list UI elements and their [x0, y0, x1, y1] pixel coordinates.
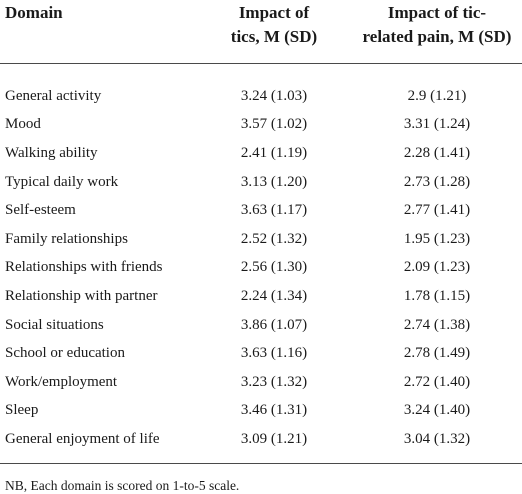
domain-cell: Sleep [5, 402, 39, 419]
pain-value-cell: 2.74 (1.38) [403, 316, 471, 333]
header-impact-pain: Impact of tic- related pain, M (SD) [352, 0, 522, 64]
header-domain-label: Domain [5, 3, 63, 22]
tics-value-cell: 3.46 (1.31) [240, 402, 308, 419]
pain-value-cell: 1.95 (1.23) [403, 230, 471, 247]
table-footnote: NB, Each domain is scored on 1-to-5 scal… [5, 478, 240, 494]
pain-value-cell: 2.28 (1.41) [403, 144, 471, 161]
tics-value-cell: 3.24 (1.03) [240, 87, 308, 104]
table-row: Work/employment 3.23 (1.32) 2.72 (1.40) [0, 368, 522, 397]
domain-cell: Walking ability [5, 144, 98, 161]
pain-value-cell: 2.78 (1.49) [403, 345, 471, 362]
table-row: Typical daily work 3.13 (1.20) 2.73 (1.28) [0, 168, 522, 197]
domain-cell: Social situations [5, 316, 104, 333]
table-row: Mood 3.57 (1.02) 3.31 (1.24) [0, 111, 522, 140]
tics-value-cell: 3.09 (1.21) [240, 431, 308, 448]
table-row: General activity 3.24 (1.03) 2.9 (1.21) [0, 64, 522, 111]
table-row: Social situations 3.86 (1.07) 2.74 (1.38) [0, 311, 522, 340]
table-row: Self-esteem 3.63 (1.17) 2.77 (1.41) [0, 196, 522, 225]
domain-cell: General activity [5, 87, 102, 104]
header-domain: Domain [0, 0, 196, 64]
domain-cell: Work/employment [5, 373, 118, 390]
domain-cell: Relationship with partner [5, 287, 158, 304]
header-tics-line1: Impact of [238, 3, 310, 22]
pain-value-cell: 3.31 (1.24) [403, 116, 471, 133]
tics-value-cell: 2.56 (1.30) [240, 259, 308, 276]
pain-value-cell: 3.24 (1.40) [403, 402, 471, 419]
header-impact-tics: Impact of tics, M (SD) [196, 0, 352, 64]
table-row: Relationship with partner 2.24 (1.34) 1.78… [0, 282, 522, 311]
table-row: General enjoyment of life 3.09 (1.21) 3.04… [0, 425, 522, 464]
domain-cell: Family relationships [5, 230, 128, 247]
domain-cell: General enjoyment of life [5, 431, 160, 448]
table-row: Sleep 3.46 (1.31) 3.24 (1.40) [0, 397, 522, 426]
pain-value-cell: 2.72 (1.40) [403, 373, 471, 390]
header-pain-line2: related pain, M (SD) [362, 27, 512, 46]
domain-cell: School or education [5, 345, 125, 362]
domain-cell: Typical daily work [5, 173, 119, 190]
pain-value-cell: 3.04 (1.32) [403, 431, 471, 448]
table-row: School or education 3.63 (1.16) 2.78 (1.49… [0, 339, 522, 368]
pain-value-cell: 2.09 (1.23) [403, 259, 471, 276]
domain-cell: Relationships with friends [5, 259, 163, 276]
table-body: General activity 3.24 (1.03) 2.9 (1.21) Moo… [0, 64, 522, 464]
header-tics-line2: tics, M (SD) [230, 27, 318, 46]
tics-value-cell: 3.86 (1.07) [240, 316, 308, 333]
domain-cell: Self-esteem [5, 202, 76, 219]
pain-value-cell: 1.78 (1.15) [403, 287, 471, 304]
table-header-row: Domain Impact of tics, M (SD) Impact of … [0, 0, 522, 64]
domain-cell: Mood [5, 116, 41, 133]
tics-value-cell: 3.63 (1.17) [240, 202, 308, 219]
pain-value-cell: 2.73 (1.28) [403, 173, 471, 190]
tics-value-cell: 3.13 (1.20) [240, 173, 308, 190]
table-row: Walking ability 2.41 (1.19) 2.28 (1.41) [0, 139, 522, 168]
pain-value-cell: 2.77 (1.41) [403, 202, 471, 219]
tics-value-cell: 2.41 (1.19) [240, 144, 308, 161]
impact-table: Domain Impact of tics, M (SD) Impact of … [0, 0, 522, 464]
table-row: Family relationships 2.52 (1.32) 1.95 (1.2… [0, 225, 522, 254]
header-pain-line1: Impact of tic- [387, 3, 487, 22]
tics-value-cell: 3.23 (1.32) [240, 373, 308, 390]
tics-value-cell: 3.57 (1.02) [240, 116, 308, 133]
table-row: Relationships with friends 2.56 (1.30) 2.0… [0, 254, 522, 283]
pain-value-cell: 2.9 (1.21) [407, 87, 467, 104]
tics-value-cell: 3.63 (1.16) [240, 345, 308, 362]
tics-value-cell: 2.24 (1.34) [240, 287, 308, 304]
tics-value-cell: 2.52 (1.32) [240, 230, 308, 247]
